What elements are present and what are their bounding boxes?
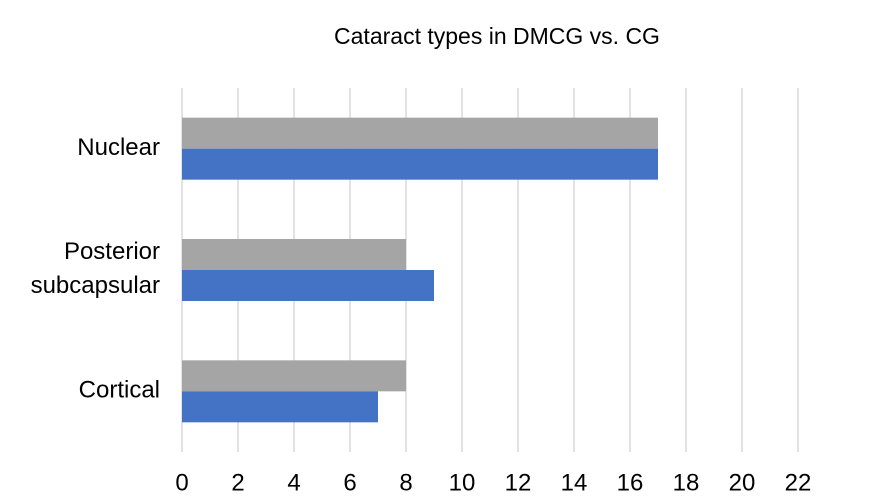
y-tick-label: Nuclear	[77, 134, 160, 161]
x-tick-label: 8	[399, 469, 412, 496]
x-tick-label: 4	[287, 469, 300, 496]
x-tick-label: 20	[729, 469, 756, 496]
bar	[182, 270, 434, 301]
x-tick-label: 14	[561, 469, 588, 496]
y-tick-label: Cortical	[79, 377, 160, 404]
bar	[182, 391, 378, 423]
x-tick-label: 18	[673, 469, 700, 496]
y-tick-label: Posterior subcapsular	[31, 238, 160, 299]
x-tick-label: 10	[449, 469, 476, 496]
bar	[182, 360, 406, 392]
x-tick-label: 6	[343, 469, 356, 496]
bar	[182, 117, 658, 149]
x-tick-label: 16	[617, 469, 644, 496]
x-tick-label: 12	[505, 469, 532, 496]
bar	[182, 148, 658, 180]
chart-title: Cataract types in DMCG vs. CG	[334, 23, 660, 49]
x-tick-label: 0	[175, 469, 188, 496]
bar	[182, 239, 406, 270]
x-tick-label: 2	[231, 469, 244, 496]
x-tick-label: 22	[785, 469, 812, 496]
